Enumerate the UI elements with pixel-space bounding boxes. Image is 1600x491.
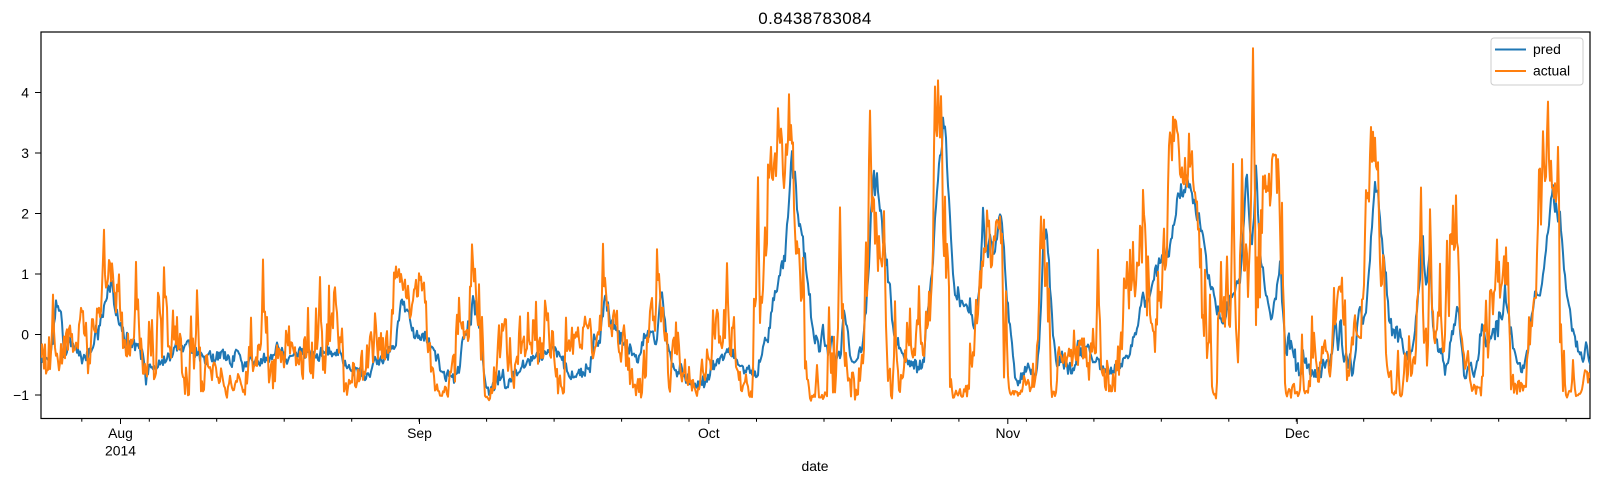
svg-text:Dec: Dec <box>1285 425 1310 441</box>
svg-text:actual: actual <box>1533 63 1570 79</box>
svg-text:Sep: Sep <box>407 425 432 441</box>
svg-text:Aug: Aug <box>108 425 133 441</box>
svg-text:pred: pred <box>1533 41 1561 57</box>
svg-text:Oct: Oct <box>698 425 720 441</box>
svg-text:−1: −1 <box>13 387 29 403</box>
svg-text:Nov: Nov <box>995 425 1020 441</box>
svg-text:date: date <box>801 458 828 474</box>
svg-text:2014: 2014 <box>105 443 136 459</box>
svg-text:1: 1 <box>21 266 29 282</box>
svg-text:4: 4 <box>21 85 29 101</box>
svg-text:2: 2 <box>21 206 29 222</box>
svg-text:3: 3 <box>21 145 29 161</box>
svg-text:0.8438783084: 0.8438783084 <box>758 9 872 28</box>
svg-text:0: 0 <box>21 327 29 343</box>
